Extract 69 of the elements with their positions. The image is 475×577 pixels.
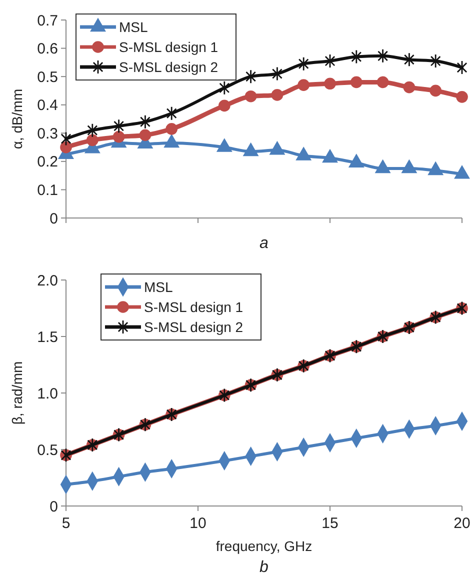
point: [296, 146, 312, 160]
point: [376, 76, 389, 88]
y-tick-label: 0.6: [37, 40, 58, 58]
y-tick-label: 0.7: [37, 12, 58, 30]
point: [324, 78, 336, 90]
point: [60, 141, 72, 154]
point: [242, 142, 259, 156]
point: [428, 161, 444, 176]
point: [430, 54, 441, 68]
point: [86, 134, 98, 146]
legend-label: S-MSL design 2: [144, 318, 244, 335]
point: [351, 50, 362, 64]
point: [114, 118, 124, 134]
point: [87, 123, 98, 138]
text: b: [260, 559, 269, 576]
point: [374, 159, 391, 174]
point: [166, 106, 177, 121]
y-tick-label: 0.1: [37, 182, 58, 199]
y-axis-title: α, dB/mm: [9, 88, 25, 150]
legend-label: MSL: [119, 18, 148, 35]
y-tick-label: 1.0: [37, 385, 58, 402]
legend-label: S-MSL design 1: [119, 38, 218, 55]
point: [269, 140, 286, 155]
point: [322, 148, 338, 163]
point: [348, 154, 364, 168]
point: [216, 138, 232, 152]
legend-label: S-MSL design 1: [144, 298, 244, 315]
point: [454, 164, 470, 179]
point: [430, 84, 442, 97]
point: [60, 132, 72, 146]
y-tick-label: 0: [50, 498, 58, 516]
point: [140, 114, 150, 130]
y-tick-label: 0: [50, 210, 58, 228]
legend-label: MSL: [144, 278, 173, 295]
point: [139, 129, 152, 142]
y-tick-label: 0.3: [37, 125, 58, 142]
y-tick-label: 0.2: [37, 154, 58, 171]
legend-label: S-MSL design 2: [119, 58, 218, 75]
point: [324, 54, 336, 68]
point: [456, 60, 468, 75]
point: [164, 134, 180, 148]
y-tick-label: 0.5: [37, 442, 58, 459]
point: [298, 56, 309, 72]
point: [401, 159, 418, 174]
y-tick-label: 0.5: [37, 68, 58, 86]
x-axis-title: frequency, GHz: [216, 538, 312, 554]
y-tick-label: 2.0: [37, 272, 58, 290]
point: [271, 89, 284, 101]
point: [456, 91, 468, 103]
x-tick-label: 15: [322, 515, 338, 532]
point: [112, 130, 125, 143]
point: [404, 52, 414, 67]
x-tick-label: 10: [190, 515, 206, 532]
y-tick-label: 1.5: [37, 328, 58, 346]
point: [244, 90, 257, 102]
point: [350, 76, 362, 88]
point: [166, 122, 178, 135]
point: [272, 66, 282, 81]
x-tick-label: 20: [454, 515, 470, 532]
y-axis-title: β, rad/mm: [9, 361, 25, 425]
y-tick-label: 0.4: [37, 97, 58, 114]
point: [378, 48, 388, 64]
x-tick-label: 5: [62, 515, 70, 532]
point: [219, 80, 230, 96]
point: [218, 100, 230, 112]
point: [403, 81, 416, 94]
point: [246, 69, 256, 84]
text: a: [260, 235, 269, 252]
point: [298, 79, 310, 91]
